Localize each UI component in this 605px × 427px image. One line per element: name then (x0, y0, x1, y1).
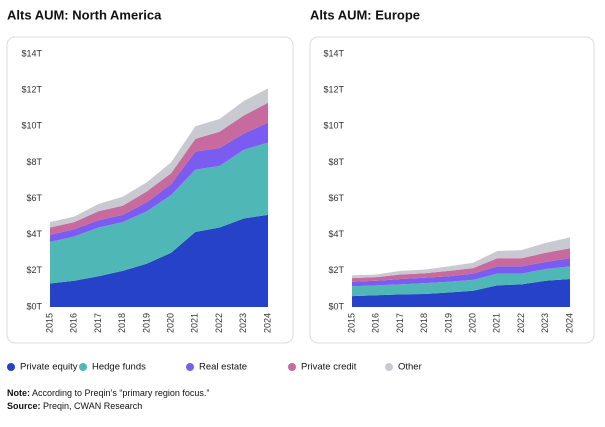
x-tick-label: 2018 (419, 313, 429, 333)
legend-marker (79, 363, 87, 371)
area (352, 258, 570, 287)
note-text: According to Preqin’s “primary region fo… (32, 388, 209, 398)
legend-label: Hedge funds (92, 362, 146, 373)
y-tick-label: $2T (26, 265, 42, 275)
area (50, 142, 268, 284)
legend-label: Private equity (20, 362, 78, 373)
x-tick-label: 2018 (117, 313, 127, 333)
y-tick-label: $10T (323, 121, 344, 131)
x-tick-label: 2024 (564, 313, 574, 333)
note: Note: According to Preqin’s “primary reg… (7, 388, 209, 398)
x-tick-label: 2022 (214, 313, 224, 333)
area (50, 214, 268, 307)
y-tick-label: $12T (21, 85, 42, 95)
x-tick-label: 2017 (395, 313, 405, 333)
area (50, 102, 268, 235)
y-tick-label: $2T (328, 265, 344, 275)
x-tick-label: 2015 (44, 313, 54, 333)
x-tick-label: 2021 (190, 313, 200, 333)
chart-title: Alts AUM: Europe (310, 7, 420, 22)
legend-marker (186, 363, 194, 371)
y-tick-label: $10T (21, 121, 42, 131)
x-tick-label: 2023 (238, 313, 248, 333)
legend: Private equity Hedge funds Real estate Priv… (7, 362, 422, 373)
area (50, 88, 268, 228)
source-text: Preqin, CWAN Research (43, 401, 142, 411)
x-tick-label: 2022 (516, 313, 526, 333)
y-tick-label: $8T (328, 157, 344, 167)
y-tick-label: $12T (323, 85, 344, 95)
legend-label: Real estate (199, 362, 247, 373)
x-tick-label: 2017 (93, 313, 103, 333)
y-tick-label: $0T (328, 301, 344, 311)
source: Source: Preqin, CWAN Research (7, 401, 142, 411)
x-tick-label: 2016 (69, 313, 79, 333)
y-tick-label: $14T (21, 48, 42, 58)
y-tick-label: $4T (328, 229, 344, 239)
x-tick-label: 2016 (371, 313, 381, 333)
source-label: Source: (7, 401, 41, 411)
area (352, 278, 570, 307)
x-tick-label: 2019 (141, 313, 151, 333)
y-tick-label: $4T (26, 229, 42, 239)
x-tick-label: 2024 (262, 313, 272, 333)
x-tick-label: 2023 (540, 313, 550, 333)
y-tick-label: $0T (26, 301, 42, 311)
legend-label: Other (398, 362, 422, 373)
x-tick-label: 2020 (165, 313, 175, 333)
legend-marker (7, 363, 15, 371)
chart-title: Alts AUM: North America (7, 7, 162, 22)
x-tick-label: 2015 (346, 313, 356, 333)
area (50, 122, 268, 242)
y-tick-label: $8T (26, 157, 42, 167)
x-tick-label: 2019 (443, 313, 453, 333)
x-tick-label: 2021 (492, 313, 502, 333)
y-tick-label: $14T (323, 48, 344, 58)
area (352, 266, 570, 297)
area (352, 248, 570, 282)
legend-marker (288, 363, 296, 371)
y-tick-label: $6T (328, 193, 344, 203)
legend-marker (385, 363, 393, 371)
note-label: Note: (7, 388, 30, 398)
legend-label: Private credit (301, 362, 357, 373)
x-tick-label: 2020 (467, 313, 477, 333)
y-tick-label: $6T (26, 193, 42, 203)
